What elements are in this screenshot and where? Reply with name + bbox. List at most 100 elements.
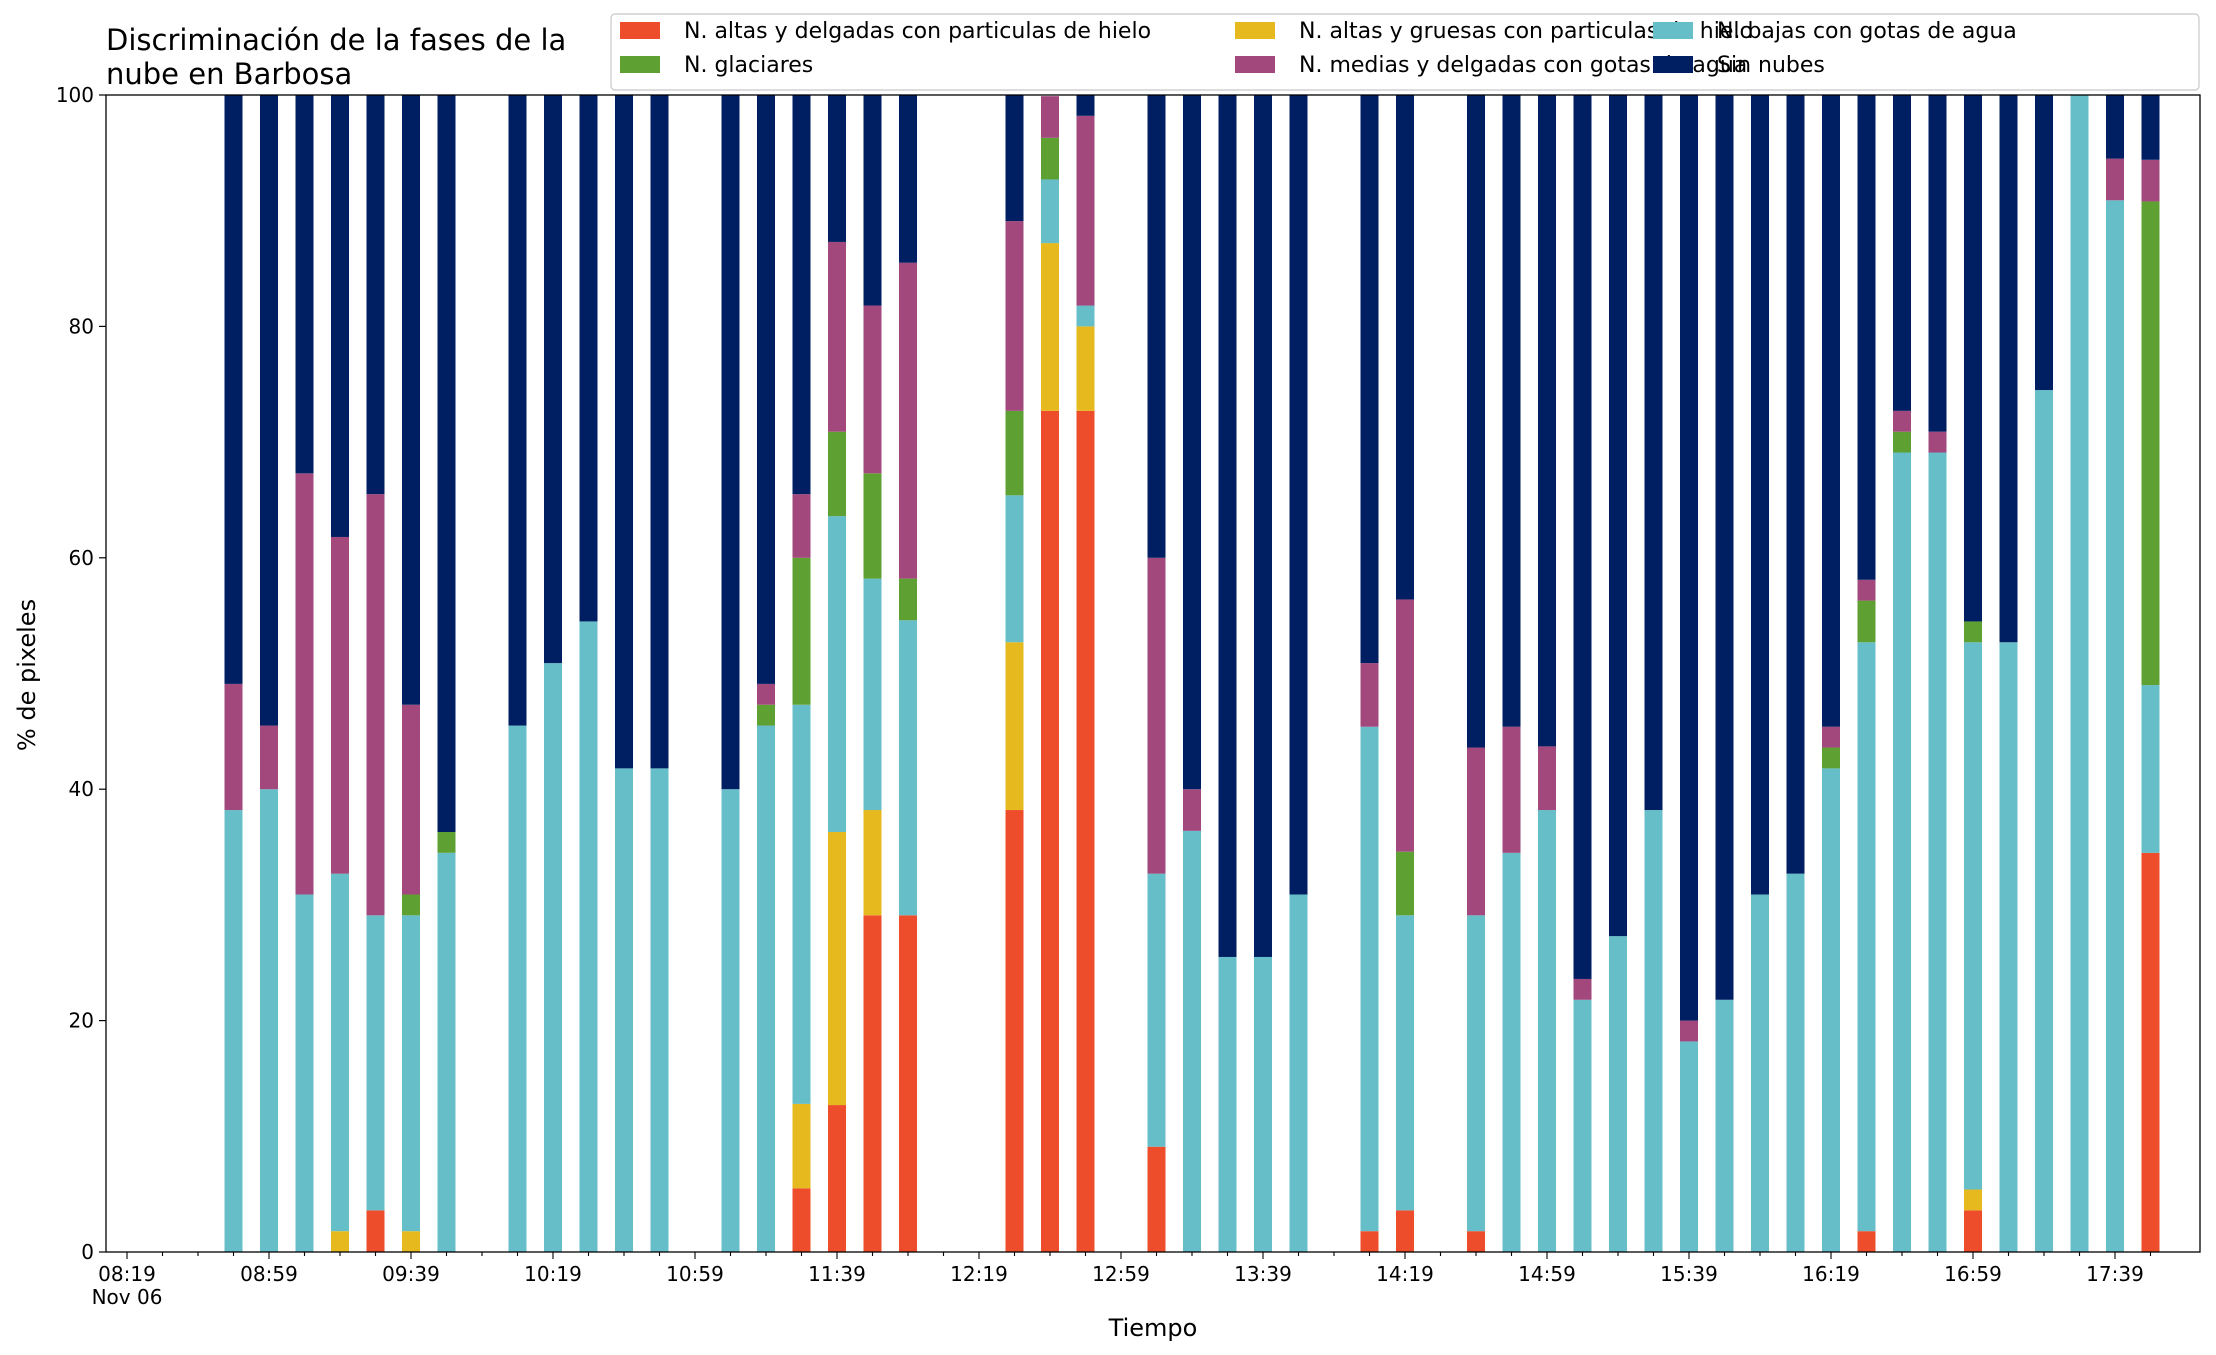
x-tick-label: 12:19 — [950, 1262, 1008, 1286]
legend-swatch — [1653, 56, 1693, 73]
bar-segment — [1467, 95, 1485, 748]
bar-segment — [1964, 95, 1982, 622]
bar-segment — [1076, 95, 1095, 116]
bar-segment — [615, 768, 633, 1252]
bar-segment — [792, 557, 811, 705]
bar-segment — [1005, 810, 1024, 1252]
bar-segment — [1573, 978, 1592, 1000]
bar-segment — [792, 1188, 811, 1252]
bar-segment — [1041, 179, 1059, 244]
bar-segment — [863, 305, 882, 474]
x-tick-label: 09:39 — [382, 1262, 440, 1286]
bar-segment — [331, 536, 349, 874]
chart-title-line-2: nube en Barbosa — [106, 57, 352, 91]
bar-segment — [792, 494, 811, 558]
bar-segment — [1183, 789, 1201, 831]
y-tick-label: 40 — [69, 777, 94, 801]
bar-segment — [331, 1231, 349, 1252]
legend-label: N. altas y delgadas con particulas de hi… — [684, 19, 1151, 44]
bar-segment — [650, 95, 669, 769]
bar-segment — [1928, 95, 1947, 432]
bar-segment — [1609, 95, 1627, 937]
bar-segment — [1786, 873, 1805, 1252]
bar-segment — [899, 578, 917, 621]
bar-segment — [1396, 851, 1414, 916]
bar-segment — [1964, 1210, 1982, 1252]
bar-segment — [1609, 936, 1627, 1252]
x-tick-label: 13:39 — [1234, 1262, 1292, 1286]
bar-segment — [1254, 95, 1272, 957]
bar-segment — [899, 620, 917, 916]
bar-segment — [437, 832, 456, 853]
bar-segment — [224, 683, 243, 811]
bar-segment — [1538, 810, 1556, 1252]
bar-segment — [508, 95, 527, 726]
bar-segment — [1502, 726, 1521, 853]
x-tick-label: 10:59 — [666, 1262, 724, 1286]
bar-segment — [1147, 95, 1166, 558]
bar-segment — [1928, 431, 1947, 453]
bar-segment — [366, 494, 385, 916]
bar-segment — [1538, 95, 1556, 747]
bar-segment — [1005, 95, 1024, 222]
bar-segment — [863, 915, 882, 1252]
bar-segment — [1041, 243, 1059, 411]
bar-segment — [1467, 747, 1485, 916]
bar-segment — [1751, 95, 1769, 895]
bar-segment — [331, 873, 349, 1232]
bar-segment — [2141, 852, 2160, 1252]
y-tick-label: 80 — [69, 314, 94, 338]
legend: N. altas y delgadas con particulas de hi… — [610, 13, 2200, 91]
axes-layer: 0 20 40 60 80 100 08:19 08:59 09:39 10:19 10:59 11:… — [56, 83, 2201, 1309]
bar-segment — [1041, 410, 1059, 1252]
y-tick-label: 60 — [69, 546, 94, 570]
x-tick-label: 08:19 — [98, 1262, 156, 1286]
bar-segment — [1147, 873, 1166, 1147]
bar-segment — [2035, 390, 2053, 1252]
bar-segment — [402, 1231, 420, 1252]
x-tick-label: 14:59 — [1518, 1262, 1576, 1286]
bar-segment — [1005, 410, 1024, 496]
bar-segment — [792, 704, 811, 1104]
bar-segment — [295, 473, 314, 895]
bar-segment — [650, 768, 669, 1252]
bar-segment — [544, 663, 562, 1252]
legend-swatch — [620, 22, 660, 39]
bar-segment — [1680, 95, 1698, 1021]
bar-segment — [1076, 305, 1095, 327]
x-tick-label: 17:39 — [2086, 1262, 2144, 1286]
bar-segment — [402, 915, 420, 1232]
bar-segment — [1467, 915, 1485, 1232]
x-tick-label: 16:59 — [1944, 1262, 2002, 1286]
bar-segment — [1822, 95, 1840, 727]
legend-swatch — [1653, 22, 1693, 39]
bar-segment — [1715, 999, 1734, 1252]
bar-segment — [828, 832, 846, 1106]
bar-segment — [1893, 431, 1911, 453]
bar-segment — [1857, 579, 1876, 601]
bar-segment — [792, 95, 811, 495]
bar-segment — [579, 621, 598, 1252]
bar-segment — [331, 95, 349, 537]
bar-segment — [1360, 95, 1379, 664]
bar-segment — [1005, 642, 1024, 811]
bar-segment — [224, 810, 243, 1252]
bar-segment — [1289, 95, 1308, 895]
bar-segment — [260, 725, 278, 790]
bar-segment — [863, 473, 882, 579]
bar-segment — [1822, 726, 1840, 748]
bar-segment — [295, 95, 314, 474]
bar-segment — [2141, 201, 2160, 686]
bar-segment — [828, 431, 846, 517]
bar-segment — [828, 95, 846, 242]
bar-segment — [1893, 452, 1911, 1252]
bar-segment — [899, 262, 917, 579]
bar-segment — [1857, 95, 1876, 580]
bar-segment — [1573, 95, 1592, 979]
y-tick-label: 0 — [81, 1240, 94, 1264]
bar-segment — [366, 915, 385, 1211]
bar-segment — [437, 852, 456, 1252]
legend-swatch — [620, 56, 660, 73]
bar-segment — [757, 725, 775, 1252]
x-axis-label: Tiempo — [1108, 1314, 1198, 1342]
